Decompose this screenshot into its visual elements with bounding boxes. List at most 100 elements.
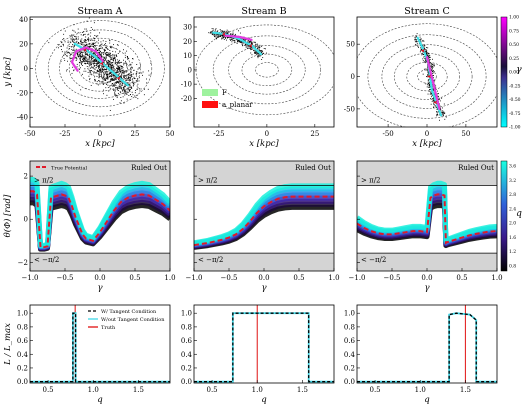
stream-particle [429,57,431,59]
likelihood-panel-3: 0.5 1.0 1.50.00.20.40.60.81.0q [344,304,498,405]
stream-particle [93,53,95,55]
x-tick-label: 25 [131,130,140,138]
stream-particle [110,80,112,82]
stream-particle [107,77,109,79]
y-tick-label: 1.0 [344,310,355,318]
stream-particle [430,67,432,69]
stream-particle [130,68,132,70]
stream-particle [131,79,133,81]
stream-particle [225,32,227,34]
stream-particle [91,59,93,61]
stream-particle [67,45,69,47]
stream-particle [428,83,430,85]
stream-particle [253,50,255,52]
y-tick-label: 0 [188,66,192,74]
stream-particle [438,99,440,100]
stream-particle [242,43,244,45]
stream-particle [124,57,126,59]
stream-particle [92,67,94,69]
stream-particle [115,62,117,64]
stream-particle [79,52,81,54]
stream-particle [70,37,72,39]
stream-particle [69,41,71,43]
stream-particle [103,66,105,67]
stream-particle [113,84,115,86]
stream-particle [114,60,116,62]
stream-particle [428,85,430,87]
stream-particle [111,74,113,76]
stream-particle [95,55,97,57]
stream-particle [245,44,246,46]
stream-particle [85,63,87,65]
stream-particle [101,75,103,77]
legend-label: W/ Tangent Condition [101,309,157,315]
stream-particle [138,72,140,74]
legend-label-F: F [222,89,227,97]
stream-particle [256,52,258,54]
stream-particle [94,42,96,44]
potential-contour [241,53,293,86]
y-tick-label: 1.0 [181,310,192,318]
y-tick-label: 0.6 [17,337,29,345]
stream-particle [432,70,434,72]
stream-particle [113,79,114,81]
stream-particle [97,62,99,64]
stream-particle [75,56,77,58]
stream-particle [108,62,110,64]
stream-particle [425,83,427,85]
stream-particle [123,91,125,93]
stream-particle [85,40,86,41]
stream-particle [90,39,92,41]
stream-particle [135,97,137,98]
lower-limit-label: < −π/2 [361,256,386,264]
stream-particle [427,73,429,75]
stream-particle [442,110,444,112]
stream-particle [121,83,123,85]
colorbar-bar [500,16,508,128]
stream-particle [105,79,107,81]
stream-particle [89,53,91,55]
stream-particle [420,38,422,40]
stream-particle [122,67,124,69]
stream-particle [133,81,135,83]
colorbar-tick-label: 2.0 [509,221,516,227]
x-tick-label: 0 [98,130,102,138]
stream-particle [110,79,112,81]
stream-particle [91,51,93,53]
theta-panel-3: Ruled Out> π/2< −π/2−1.0 −0.5 0.0 0.5 1.0γ [349,160,503,293]
stream-particle [139,90,141,92]
likelihood-without-tangent [194,312,334,383]
stream-particle [121,67,123,69]
stream-particle [237,41,238,43]
stream-particle [87,62,89,64]
stream-particle [245,39,247,41]
stream-track-magenta [223,34,253,41]
stream-particle [105,78,107,80]
stream-particle [259,44,261,46]
stream-particle [119,88,121,89]
stream-particle [102,55,104,57]
y-axis-label: L / L_max [3,323,13,366]
stream-particle [86,53,88,55]
stream-particle [106,62,108,64]
stream-particle [231,34,233,36]
stream-particle [136,80,138,82]
stream-particle [95,48,97,50]
stream-particle [258,56,260,57]
stream-particle [78,42,79,43]
stream-particle [115,78,117,80]
stream-particle [95,59,96,61]
stream-particle [420,41,422,43]
stream-particle [136,88,138,90]
stream-particle [95,35,97,37]
stream-particle [127,91,129,93]
stream-particle [420,38,422,40]
stream-particle [91,70,92,71]
stream-particle [94,72,96,74]
stream-particle [415,40,417,42]
stream-particle [428,78,430,80]
stream-particle [81,42,83,43]
stream-particle [109,61,111,63]
stream-particle [431,65,433,67]
stream-particle [83,45,85,47]
